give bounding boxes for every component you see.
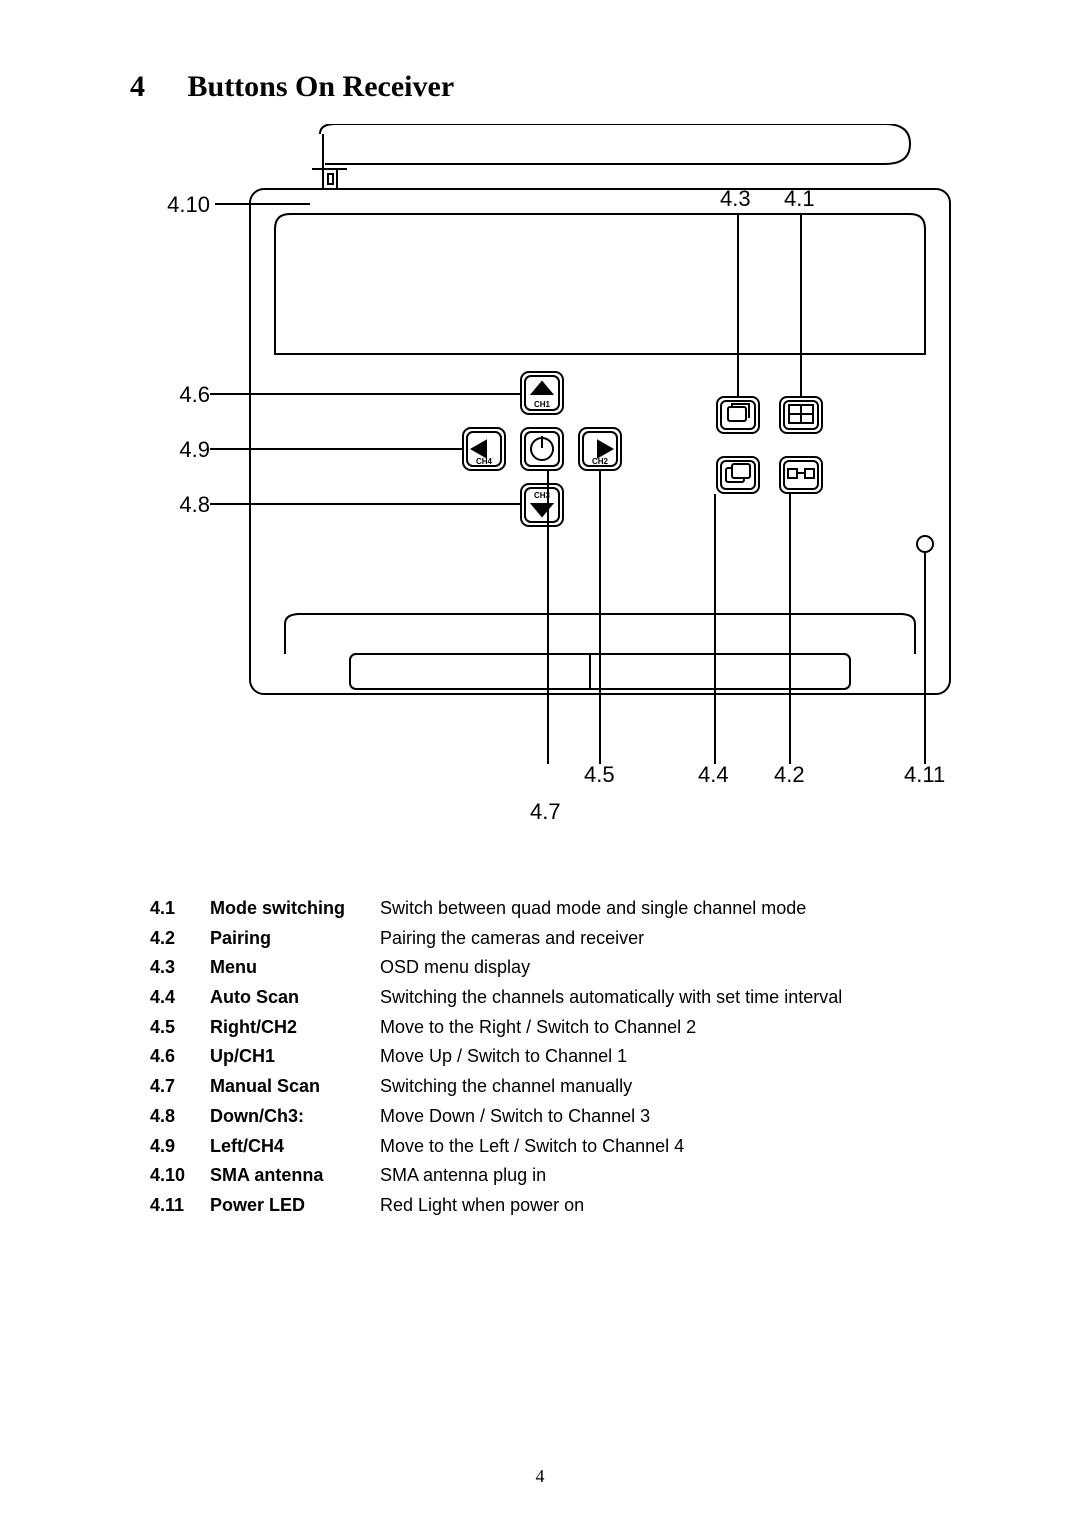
legend-name: Menu bbox=[210, 953, 380, 983]
legend-row: 4.11 Power LED Red Light when power on bbox=[150, 1191, 950, 1221]
legend-idx: 4.9 bbox=[150, 1132, 210, 1162]
legend-name: Up/CH1 bbox=[210, 1042, 380, 1072]
section-heading: 4 Buttons On Receiver bbox=[130, 70, 950, 104]
legend-desc: SMA antenna plug in bbox=[380, 1161, 950, 1191]
legend-row: 4.8 Down/Ch3: Move Down / Switch to Chan… bbox=[150, 1102, 950, 1132]
heading-number: 4 bbox=[130, 70, 180, 104]
legend-name: Auto Scan bbox=[210, 983, 380, 1013]
legend-name: Pairing bbox=[210, 924, 380, 954]
legend-row: 4.3 Menu OSD menu display bbox=[150, 953, 950, 983]
legend-desc: Move to the Left / Switch to Channel 4 bbox=[380, 1132, 950, 1162]
legend-name: Left/CH4 bbox=[210, 1132, 380, 1162]
legend-name: Power LED bbox=[210, 1191, 380, 1221]
legend-desc: Move Down / Switch to Channel 3 bbox=[380, 1102, 950, 1132]
legend-desc: Move Up / Switch to Channel 1 bbox=[380, 1042, 950, 1072]
page-number: 4 bbox=[0, 1466, 1080, 1487]
legend-idx: 4.6 bbox=[150, 1042, 210, 1072]
legend-idx: 4.7 bbox=[150, 1072, 210, 1102]
callout-4-7: 4.7 bbox=[530, 799, 561, 825]
callout-4-2: 4.2 bbox=[774, 762, 805, 788]
legend-row: 4.9 Left/CH4 Move to the Left / Switch t… bbox=[150, 1132, 950, 1162]
callout-4-11: 4.11 bbox=[904, 762, 945, 788]
callout-4-4: 4.4 bbox=[698, 762, 729, 788]
legend-idx: 4.3 bbox=[150, 953, 210, 983]
callout-4-6: 4.6 bbox=[150, 382, 210, 408]
legend-idx: 4.8 bbox=[150, 1102, 210, 1132]
legend-desc: Switching the channel manually bbox=[380, 1072, 950, 1102]
callout-4-5: 4.5 bbox=[584, 762, 615, 788]
svg-text:CH1: CH1 bbox=[534, 400, 551, 409]
legend-idx: 4.2 bbox=[150, 924, 210, 954]
callout-4-3: 4.3 bbox=[720, 186, 751, 212]
legend-row: 4.4 Auto Scan Switching the channels aut… bbox=[150, 983, 950, 1013]
callout-4-8: 4.8 bbox=[150, 492, 210, 518]
callout-4-9: 4.9 bbox=[150, 437, 210, 463]
legend-name: Right/CH2 bbox=[210, 1013, 380, 1043]
legend-idx: 4.11 bbox=[150, 1191, 210, 1221]
legend-desc: Switching the channels automatically wit… bbox=[380, 983, 950, 1013]
legend-name: Mode switching bbox=[210, 894, 380, 924]
legend-row: 4.10 SMA antenna SMA antenna plug in bbox=[150, 1161, 950, 1191]
legend-name: Manual Scan bbox=[210, 1072, 380, 1102]
legend-row: 4.5 Right/CH2 Move to the Right / Switch… bbox=[150, 1013, 950, 1043]
legend-name: SMA antenna bbox=[210, 1161, 380, 1191]
legend-idx: 4.1 bbox=[150, 894, 210, 924]
button-legend: 4.1 Mode switching Switch between quad m… bbox=[150, 894, 950, 1221]
legend-row: 4.7 Manual Scan Switching the channel ma… bbox=[150, 1072, 950, 1102]
legend-idx: 4.10 bbox=[150, 1161, 210, 1191]
callout-4-10: 4.10 bbox=[150, 192, 210, 218]
legend-idx: 4.5 bbox=[150, 1013, 210, 1043]
legend-row: 4.6 Up/CH1 Move Up / Switch to Channel 1 bbox=[150, 1042, 950, 1072]
svg-text:CH4: CH4 bbox=[476, 457, 493, 466]
legend-desc: OSD menu display bbox=[380, 953, 950, 983]
callout-4-1: 4.1 bbox=[784, 186, 815, 212]
legend-row: 4.2 Pairing Pairing the cameras and rece… bbox=[150, 924, 950, 954]
heading-title: Buttons On Receiver bbox=[188, 70, 455, 103]
legend-idx: 4.4 bbox=[150, 983, 210, 1013]
legend-desc: Pairing the cameras and receiver bbox=[380, 924, 950, 954]
legend-name: Down/Ch3: bbox=[210, 1102, 380, 1132]
svg-text:CH2: CH2 bbox=[592, 457, 609, 466]
legend-desc: Red Light when power on bbox=[380, 1191, 950, 1221]
legend-desc: Move to the Right / Switch to Channel 2 bbox=[380, 1013, 950, 1043]
legend-desc: Switch between quad mode and single chan… bbox=[380, 894, 950, 924]
legend-row: 4.1 Mode switching Switch between quad m… bbox=[150, 894, 950, 924]
receiver-diagram: CH1 CH4 CH2 CH3 bbox=[150, 124, 970, 844]
